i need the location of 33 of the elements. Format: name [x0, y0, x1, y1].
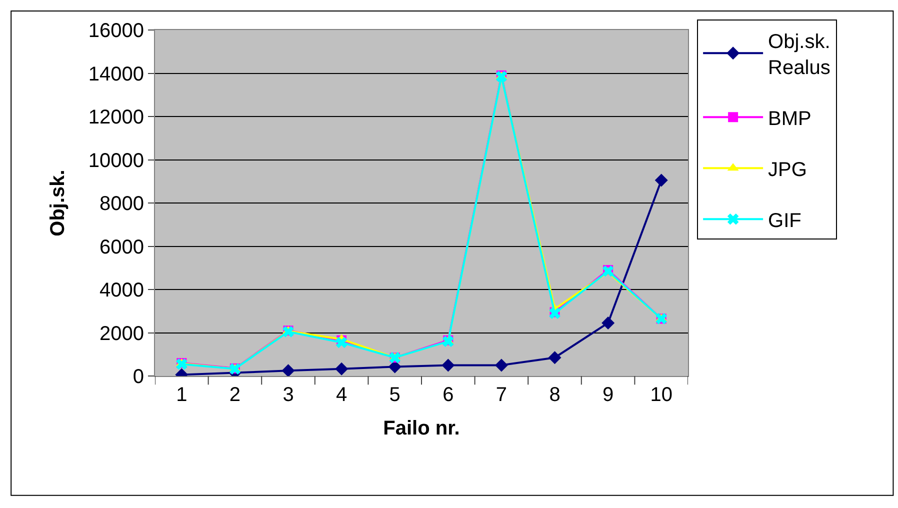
x-tick-label: 5: [389, 384, 400, 406]
legend-label: BMP: [768, 108, 812, 130]
x-axis-title: Failo nr.: [383, 418, 460, 440]
y-tick-label: 8000: [100, 193, 144, 215]
y-tick-label: 4000: [100, 280, 144, 302]
point: [494, 358, 508, 372]
point: [602, 316, 615, 330]
y-axis-title: Obj.sk.: [46, 170, 69, 236]
x-tick-label: 10: [650, 384, 672, 406]
point: [282, 364, 295, 376]
x-tick-label: 2: [229, 384, 241, 406]
point: [442, 358, 455, 372]
x-tick-label: 6: [442, 384, 454, 406]
point: [335, 362, 348, 376]
x-tick-label: 7: [496, 384, 508, 406]
y-tick-label: 14000: [88, 63, 144, 86]
point: [654, 174, 668, 187]
legend-label: GIF: [768, 210, 802, 232]
point: [336, 336, 348, 348]
y-tick-label: 10000: [88, 150, 144, 172]
y-tick-label: 6000: [100, 236, 144, 258]
x-tick-label: 9: [602, 384, 614, 406]
x-tick-label: 8: [549, 384, 560, 406]
x-tick-label: 3: [282, 384, 294, 406]
x-tick-label: 4: [336, 384, 348, 406]
y-tick-label: 0: [132, 366, 144, 388]
legend-label: Obj.sk. Realus: [768, 30, 830, 79]
legend-label: JPG: [768, 158, 807, 181]
y-tick-label: 2000: [100, 322, 144, 345]
y-tick-label: 16000: [88, 20, 144, 42]
y-tick-label: 12000: [88, 106, 144, 128]
point: [548, 351, 562, 364]
x-tick-label: 1: [176, 384, 188, 406]
